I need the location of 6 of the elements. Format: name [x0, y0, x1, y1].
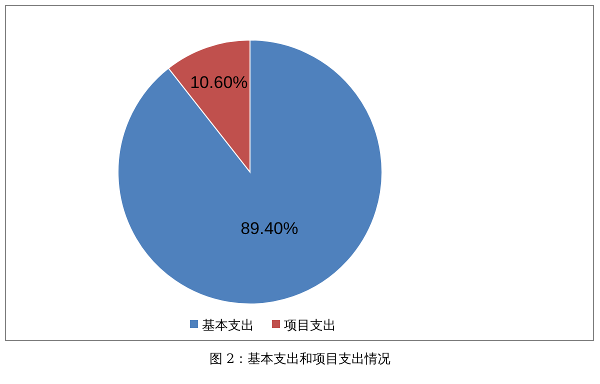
pie-slice	[118, 40, 382, 304]
legend-label: 基本支出	[202, 318, 254, 334]
legend-label: 项目支出	[284, 318, 336, 334]
data-label: 10.60%	[190, 73, 248, 92]
data-label: 89.40%	[240, 219, 298, 238]
caption: 图 2：基本支出和项目支出情况	[209, 352, 391, 367]
